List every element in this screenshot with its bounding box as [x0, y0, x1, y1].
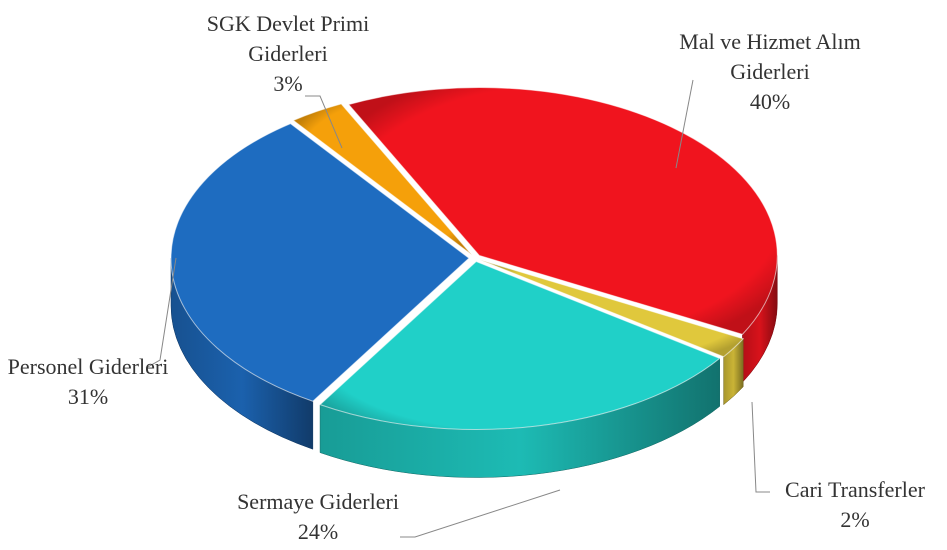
slice — [347, 87, 778, 335]
slice — [292, 103, 473, 256]
slice — [319, 260, 721, 431]
leader-line — [751, 401, 770, 493]
leader-line — [400, 489, 561, 538]
value-label: 31% — [67, 384, 109, 409]
slice-label: Mal ve Hizmet Alım Giderleri 40% — [675, 27, 865, 117]
leader-line — [305, 95, 343, 149]
slice — [479, 259, 745, 358]
value-label: 3% — [273, 71, 303, 96]
category-label: Personel Giderleri — [7, 354, 169, 379]
leader-line — [145, 257, 177, 369]
category-label: Mal ve Hizmet Alım Giderleri — [679, 29, 861, 84]
value-label: 40% — [749, 89, 791, 114]
leader-line — [675, 79, 694, 169]
value-label: 2% — [840, 507, 870, 532]
category-label: Sermaye Giderleri — [237, 489, 399, 514]
value-label: 24% — [297, 519, 339, 544]
category-label: SGK Devlet Primi Giderleri — [206, 11, 370, 66]
slice-label: SGK Devlet Primi Giderleri 3% — [203, 9, 373, 99]
slice-label: Sermaye Giderleri 24% — [218, 487, 418, 547]
slice-label: Personel Giderleri 31% — [6, 352, 171, 412]
slice-label: Cari Transferler 2% — [760, 475, 947, 535]
slice — [170, 123, 470, 402]
category-label: Cari Transferler — [785, 477, 925, 502]
